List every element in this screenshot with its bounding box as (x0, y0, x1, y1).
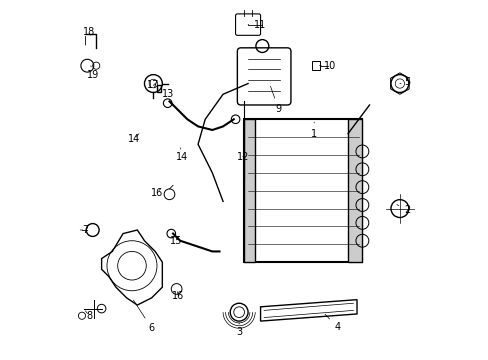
Text: 11: 11 (247, 19, 266, 30)
Text: 17: 17 (147, 80, 159, 90)
Text: 6: 6 (133, 300, 154, 333)
Text: 10: 10 (319, 61, 336, 71)
Text: 14: 14 (176, 148, 188, 162)
Text: 2: 2 (396, 204, 409, 215)
Text: 7: 7 (80, 225, 88, 235)
Text: 3: 3 (236, 323, 242, 337)
Text: 8: 8 (85, 311, 92, 321)
Text: 18: 18 (83, 27, 95, 37)
Text: 4: 4 (325, 314, 340, 332)
Text: 14: 14 (127, 134, 140, 144)
Text: 9: 9 (270, 86, 281, 113)
Text: 15: 15 (170, 236, 183, 246)
Polygon shape (244, 119, 255, 262)
Text: 1: 1 (310, 122, 317, 139)
Polygon shape (347, 119, 362, 262)
Text: 16: 16 (172, 291, 184, 301)
Text: 5: 5 (399, 77, 409, 87)
Text: 19: 19 (86, 66, 99, 80)
Text: 16: 16 (150, 188, 163, 198)
Text: 13: 13 (159, 89, 173, 99)
Text: 12: 12 (236, 152, 248, 162)
